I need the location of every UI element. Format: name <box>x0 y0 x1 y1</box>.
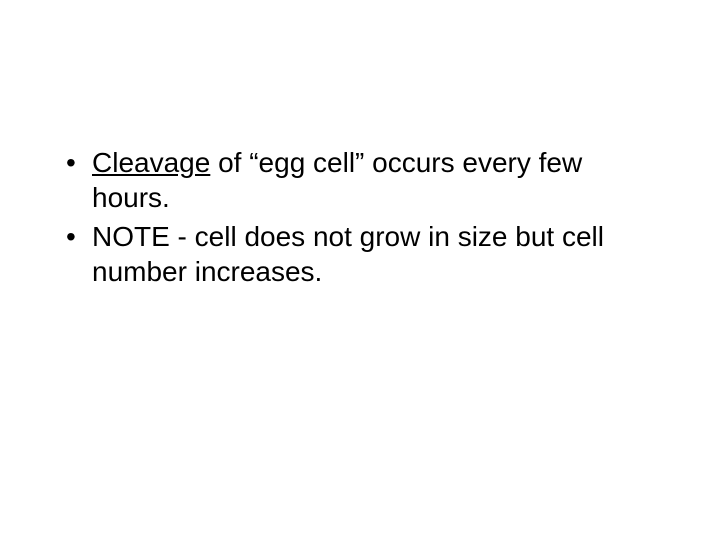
slide: Cleavage of “egg cell” occurs every few … <box>0 0 720 540</box>
slide-body: Cleavage of “egg cell” occurs every few … <box>60 145 640 293</box>
bullet-text: NOTE - cell does not grow in size but ce… <box>92 221 604 287</box>
bullet-text-underlined: Cleavage <box>92 147 210 178</box>
bullet-item: NOTE - cell does not grow in size but ce… <box>60 219 640 289</box>
bullet-item: Cleavage of “egg cell” occurs every few … <box>60 145 640 215</box>
bullet-list: Cleavage of “egg cell” occurs every few … <box>60 145 640 289</box>
